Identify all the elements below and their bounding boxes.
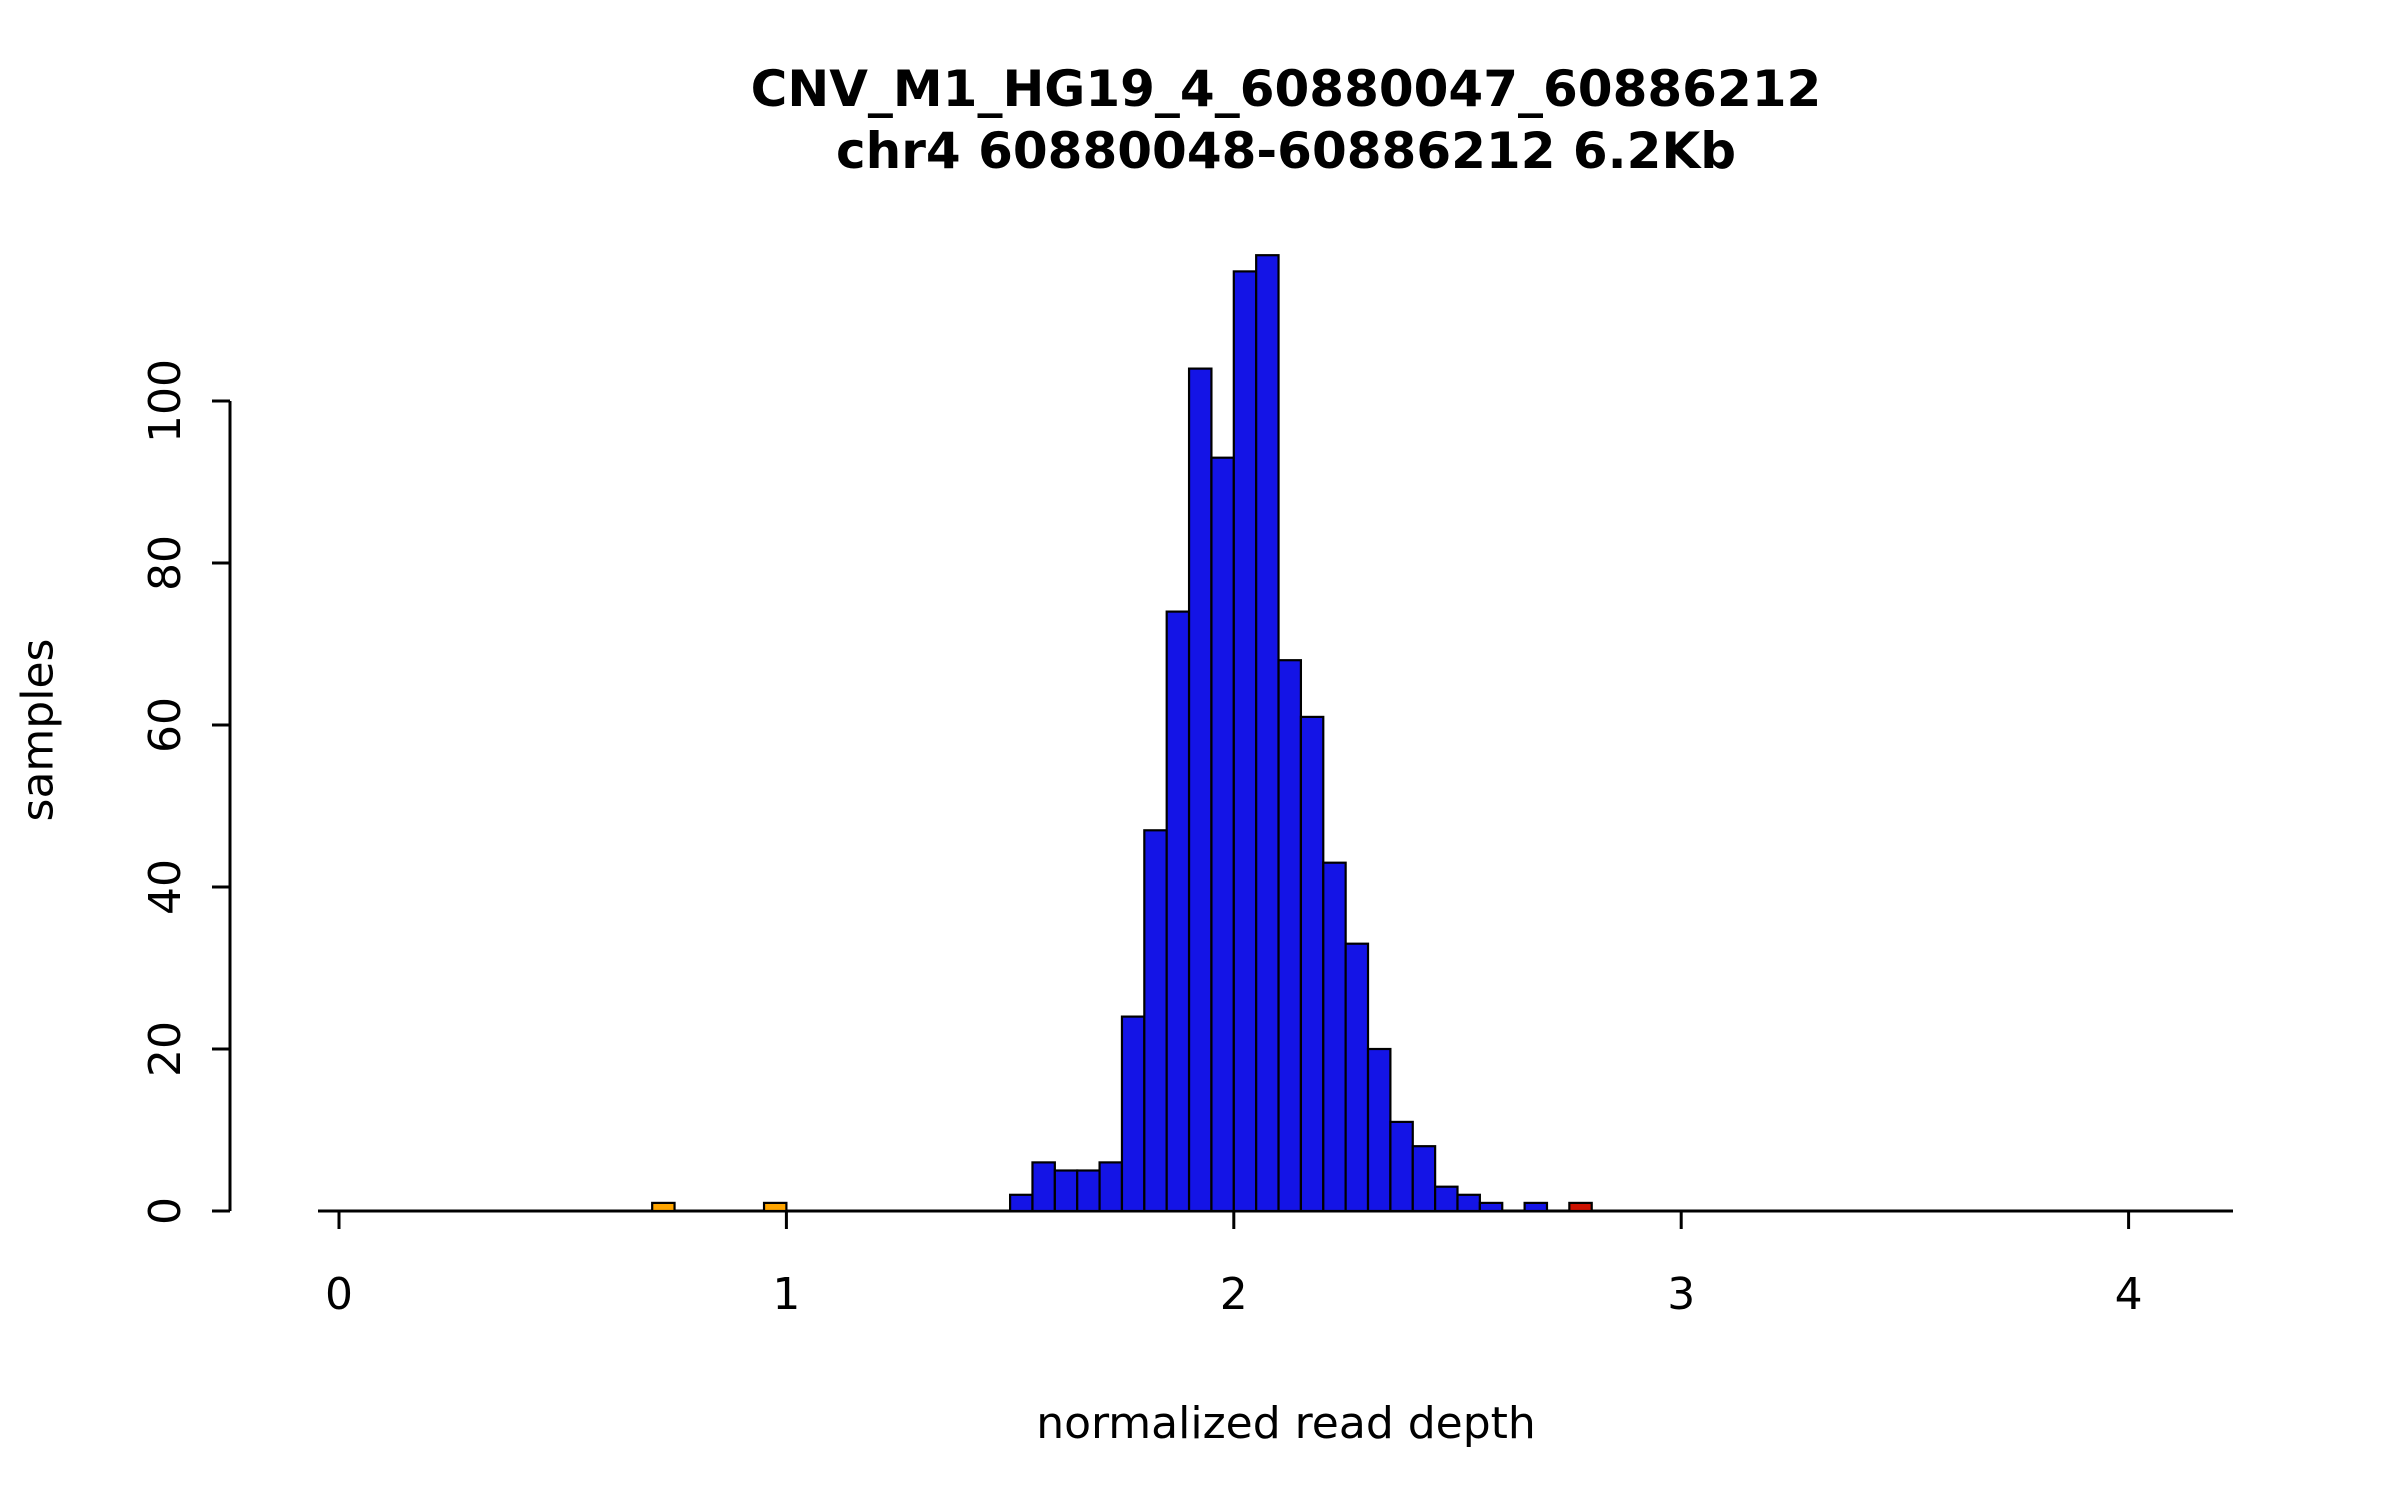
y-tick-label: 0 bbox=[140, 1197, 191, 1225]
x-tick-label: 3 bbox=[1667, 1269, 1695, 1320]
y-tick-label: 80 bbox=[140, 535, 191, 591]
histogram-bar bbox=[1255, 254, 1280, 1213]
chart-title: CNV_M1_HG19_4_60880047_60886212 chr4 608… bbox=[339, 58, 2233, 182]
y-tick-label: 60 bbox=[140, 697, 191, 753]
histogram-bar bbox=[1187, 367, 1213, 1213]
histogram-bar bbox=[1053, 1169, 1079, 1213]
histogram-bar bbox=[1098, 1161, 1124, 1213]
histogram-bar bbox=[1120, 1015, 1146, 1213]
y-tick-label: 20 bbox=[140, 1021, 191, 1077]
histogram-bar bbox=[1411, 1145, 1437, 1213]
histogram-bar bbox=[1210, 456, 1235, 1213]
histogram-bar bbox=[651, 1201, 676, 1213]
histogram-bar bbox=[1478, 1201, 1504, 1213]
x-tick-label: 1 bbox=[772, 1269, 800, 1320]
histogram-bar bbox=[1456, 1193, 1481, 1213]
histogram-bar bbox=[1165, 610, 1191, 1213]
chart-title-line2: chr4 60880048-60886212 6.2Kb bbox=[836, 122, 1736, 180]
y-tick-label: 100 bbox=[140, 359, 191, 443]
histogram-bar bbox=[762, 1201, 788, 1213]
histogram-bar bbox=[1434, 1185, 1459, 1213]
histogram-bar bbox=[1232, 270, 1258, 1213]
histogram-bar bbox=[1523, 1201, 1549, 1213]
x-tick-label: 0 bbox=[325, 1269, 353, 1320]
histogram-bar bbox=[1299, 715, 1325, 1213]
histogram-bar bbox=[1277, 659, 1303, 1213]
x-axis-label: normalized read depth bbox=[1036, 1398, 1536, 1449]
chart-title-line1: CNV_M1_HG19_4_60880047_60886212 bbox=[750, 60, 1822, 118]
histogram-bar bbox=[1008, 1193, 1034, 1213]
histogram-bar bbox=[1076, 1169, 1101, 1213]
histogram-bar bbox=[1031, 1161, 1056, 1213]
histogram-bar bbox=[1568, 1201, 1593, 1213]
histogram-bar bbox=[1143, 829, 1168, 1213]
histogram-bar bbox=[1344, 942, 1370, 1213]
histogram-bar bbox=[1366, 1047, 1392, 1213]
y-tick-label: 40 bbox=[140, 859, 191, 915]
histogram-bar bbox=[1389, 1120, 1414, 1213]
x-tick-label: 2 bbox=[1220, 1269, 1248, 1320]
histogram-bar bbox=[1322, 861, 1347, 1213]
x-tick-label: 4 bbox=[2115, 1269, 2143, 1320]
